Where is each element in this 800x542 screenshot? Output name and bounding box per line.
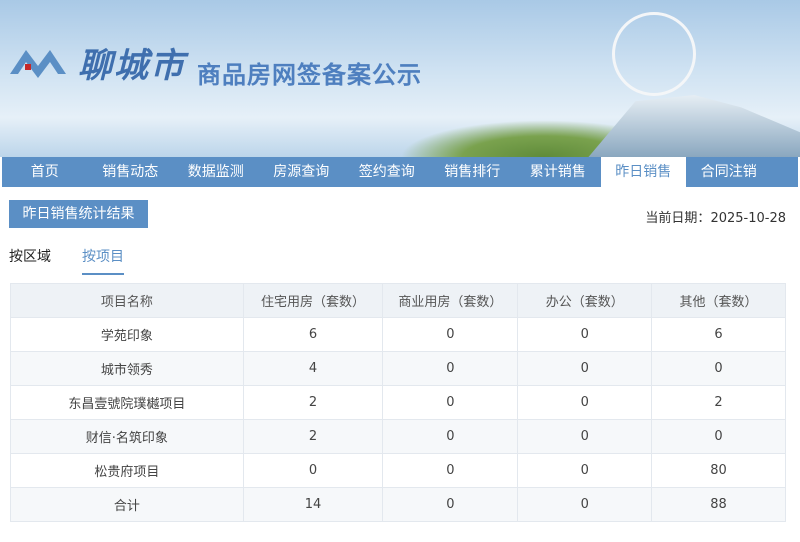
table-cell: 0 [517,453,653,488]
current-date: 当前日期：2025-10-28 [645,207,786,226]
table-row: 城市领秀 4 0 0 0 [10,351,786,386]
date-label: 当前日期： [645,211,711,226]
table-cell: 财信·名筑印象 [10,419,244,454]
nav-item[interactable]: 昨日销售 [600,157,686,187]
city-title: 聊城市 [78,46,186,86]
column-header: 商业用房（套数） [382,283,519,318]
ferris-wheel-image [612,12,696,96]
table-cell: 0 [382,385,519,420]
table-cell: 14 [242,487,384,522]
table-cell: 0 [382,419,519,454]
table-cell: 0 [242,453,384,488]
header-banner: 聊城市 商品房网签备案公示 [0,0,800,157]
nav-item[interactable]: 销售排行 [444,164,501,180]
table-cell: 2 [651,385,786,420]
table-cell: 0 [517,487,653,522]
column-header: 住宅用房（套数） [242,283,384,318]
result-button[interactable]: 昨日销售统计结果 [9,200,148,228]
table-cell: 0 [382,487,519,522]
table-row: 学苑印象 6 0 0 6 [10,317,786,352]
nav-item[interactable]: 合同注销 [700,164,757,180]
table-cell: 0 [382,351,519,386]
table-cell: 6 [242,317,384,352]
table-row: 财信·名筑印象 2 0 0 0 [10,419,786,454]
table-cell: 学苑印象 [10,317,244,352]
table-row: 东昌壹號院璞樾项目 2 0 0 2 [10,385,786,420]
table-cell: 0 [382,453,519,488]
table-cell: 0 [517,419,653,454]
table-cell: 0 [517,317,653,352]
nav-item[interactable]: 首页 [30,164,59,180]
sales-table: 项目名称 住宅用房（套数） 商业用房（套数） 办公（套数） 其他（套数） 学苑印象 6 0 0… [10,283,786,522]
table-row: 松贵府项目 0 0 0 80 [10,453,786,488]
table-row: 合计 14 0 0 88 [10,487,786,522]
table-cell: 4 [242,351,384,386]
table-cell: 80 [651,453,786,488]
table-cell: 2 [242,385,384,420]
table-cell: 城市领秀 [10,351,244,386]
nav-item[interactable]: 房源查询 [273,164,330,180]
table-cell: 松贵府项目 [10,453,244,488]
main-nav: 首页 销售动态 数据监测 房源查询 签约查询 销售排行 累计销售 昨日销售 合同注销 [2,157,798,187]
column-header: 项目名称 [10,283,244,318]
table-cell: 0 [382,317,519,352]
table-cell: 0 [651,419,786,454]
tab-by-region[interactable]: 按区域 [9,249,51,265]
date-value: 2025-10-28 [710,211,786,226]
table-cell: 0 [651,351,786,386]
column-header: 办公（套数） [517,283,653,318]
logo-icon [10,50,66,78]
tab-by-project[interactable]: 按项目 [82,246,124,275]
nav-item[interactable]: 签约查询 [358,164,415,180]
nav-item[interactable]: 数据监测 [187,164,244,180]
table-cell: 合计 [10,487,244,522]
table-cell: 东昌壹號院璞樾项目 [10,385,244,420]
table-cell: 88 [651,487,786,522]
column-header: 其他（套数） [651,283,786,318]
table-cell: 2 [242,419,384,454]
nav-item[interactable]: 销售动态 [102,164,159,180]
site-subtitle: 商品房网签备案公示 [197,61,422,89]
table-cell: 0 [517,351,653,386]
table-cell: 0 [517,385,653,420]
table-cell: 6 [651,317,786,352]
nav-item[interactable]: 累计销售 [529,164,586,180]
